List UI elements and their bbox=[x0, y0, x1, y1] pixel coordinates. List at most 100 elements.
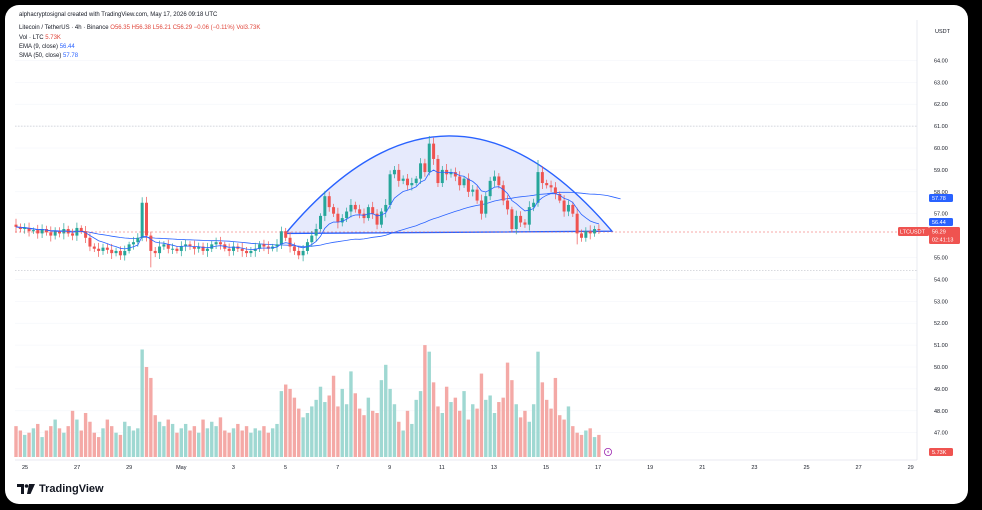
ema-legend[interactable]: EMA (9, close) 56.44 bbox=[19, 44, 75, 50]
volume-bar bbox=[475, 408, 479, 457]
price-tick-label: 50.00 bbox=[934, 365, 948, 371]
grid bbox=[15, 60, 917, 433]
volume-bar bbox=[162, 426, 166, 457]
date-tick-label: 19 bbox=[647, 465, 653, 471]
date-tick-label: May bbox=[176, 465, 187, 471]
price-tick-label: 54.00 bbox=[934, 277, 948, 283]
candle bbox=[479, 200, 483, 214]
candle bbox=[540, 172, 544, 184]
volume-bar bbox=[314, 399, 318, 457]
last-price-text: 56.29 bbox=[932, 230, 946, 236]
volume-bar bbox=[545, 399, 549, 457]
candle bbox=[197, 246, 201, 249]
volume-bar bbox=[27, 432, 31, 457]
volume-bar bbox=[540, 382, 545, 457]
candle bbox=[245, 250, 249, 254]
volume-bar bbox=[466, 419, 471, 457]
candle bbox=[97, 248, 101, 251]
volume-bar bbox=[592, 437, 597, 457]
volume-bar bbox=[110, 426, 114, 457]
volume-bar bbox=[562, 419, 566, 457]
candle bbox=[519, 215, 523, 223]
candle bbox=[188, 244, 192, 247]
candle bbox=[284, 231, 288, 238]
volume-bar bbox=[514, 404, 518, 457]
volume-bar bbox=[440, 412, 444, 457]
candle bbox=[580, 233, 583, 238]
volume-bar bbox=[62, 432, 66, 457]
candle bbox=[484, 196, 488, 214]
sma-price-text: 57.78 bbox=[932, 196, 946, 202]
candle bbox=[336, 213, 340, 223]
candle bbox=[597, 229, 601, 231]
candle bbox=[432, 143, 436, 159]
volume-bar bbox=[453, 397, 458, 457]
volume-bar bbox=[558, 415, 562, 457]
candle bbox=[362, 213, 366, 219]
alert-icon-bolt bbox=[607, 449, 610, 455]
sma-legend[interactable]: SMA (50, close) 57.78 bbox=[19, 53, 79, 59]
candle bbox=[84, 231, 88, 238]
candle bbox=[458, 176, 462, 186]
price-tick-label: 55.00 bbox=[934, 256, 948, 262]
volume-bar bbox=[327, 395, 331, 457]
price-tick-label: 57.00 bbox=[934, 212, 948, 218]
volume-bar bbox=[492, 412, 497, 457]
candle bbox=[340, 218, 344, 223]
volume-bar bbox=[131, 430, 136, 457]
candle bbox=[27, 227, 31, 232]
volume-bar bbox=[497, 402, 501, 457]
volume-bar bbox=[40, 437, 44, 457]
volume-bar bbox=[79, 430, 83, 457]
vol-legend[interactable]: Vol · LTC 5.73K bbox=[19, 35, 61, 41]
date-tick-label: 29 bbox=[908, 465, 914, 471]
ema-price-text: 56.44 bbox=[932, 220, 946, 226]
candle bbox=[358, 209, 362, 214]
candle bbox=[14, 224, 18, 227]
volume-bar bbox=[410, 423, 414, 457]
date-tick-label: 23 bbox=[751, 465, 757, 471]
volume-bar bbox=[484, 399, 488, 457]
volume-bar bbox=[536, 351, 540, 457]
candle bbox=[301, 250, 305, 256]
volume-bar bbox=[379, 380, 384, 457]
volume-bar bbox=[279, 391, 284, 457]
volume-bar bbox=[88, 421, 92, 457]
candle bbox=[349, 204, 353, 212]
candle bbox=[553, 187, 557, 194]
volume-bar bbox=[214, 426, 218, 457]
volume-bar bbox=[188, 430, 192, 457]
candle bbox=[232, 246, 235, 251]
price-tick-label: 49.00 bbox=[934, 387, 948, 393]
candle bbox=[262, 244, 266, 247]
candle bbox=[453, 172, 457, 177]
candle bbox=[510, 209, 514, 230]
volume-bar bbox=[575, 432, 579, 457]
volume-bar bbox=[392, 404, 397, 457]
candle bbox=[158, 246, 162, 254]
candle bbox=[105, 247, 109, 250]
candle bbox=[327, 196, 331, 208]
candle bbox=[58, 231, 61, 234]
volume-bar bbox=[340, 388, 344, 457]
volume-tag-text: 5.73K bbox=[932, 450, 947, 456]
sma-price-tag bbox=[929, 194, 953, 202]
candle bbox=[371, 207, 375, 214]
candle bbox=[497, 176, 501, 186]
ema-price-tag bbox=[929, 218, 953, 226]
volume-bar bbox=[44, 430, 49, 457]
volume-bar bbox=[170, 423, 175, 457]
candle bbox=[266, 246, 270, 249]
sma-line bbox=[15, 191, 621, 247]
price-tick-label: 58.00 bbox=[934, 190, 948, 196]
price-tick-label: 53.00 bbox=[934, 299, 948, 305]
volume-bar bbox=[157, 421, 162, 457]
rounded-top-pattern bbox=[284, 135, 614, 235]
ohlc-low: L56.21 bbox=[152, 25, 172, 31]
chart-canvas[interactable]: 64.00 63.00 62.00 61.00 60.00 59.00 58.00 57.00… bbox=[5, 5, 968, 504]
date-tick-label: 25 bbox=[22, 465, 28, 471]
candle bbox=[388, 174, 392, 205]
volume-bar bbox=[92, 432, 96, 457]
candle bbox=[279, 231, 283, 245]
price-tick-label: 59.00 bbox=[934, 168, 948, 174]
